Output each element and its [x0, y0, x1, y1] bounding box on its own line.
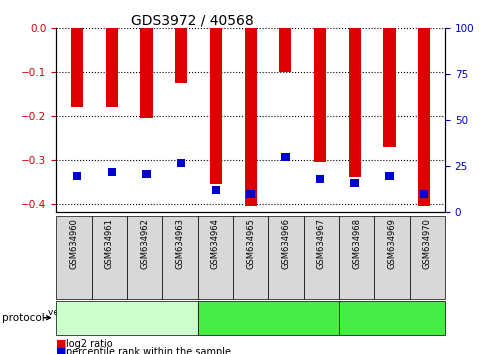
Text: GSM634964: GSM634964 [210, 218, 219, 269]
Text: ■: ■ [56, 347, 66, 354]
Bar [350, 179, 358, 187]
Bar [348, 28, 360, 177]
Text: GSM634970: GSM634970 [422, 218, 431, 269]
Text: log2 ratio: log2 ratio [66, 339, 112, 349]
Text: GSM634961: GSM634961 [104, 218, 114, 269]
Text: GSM634969: GSM634969 [386, 218, 396, 269]
Bar [315, 175, 324, 183]
Text: GSM634967: GSM634967 [316, 218, 325, 269]
Bar [142, 170, 150, 178]
Bar [279, 28, 291, 72]
Text: GSM634968: GSM634968 [351, 218, 361, 269]
Bar [383, 28, 395, 147]
Bar [211, 186, 220, 194]
Bar [244, 28, 256, 206]
Text: GSM634966: GSM634966 [281, 218, 290, 269]
Bar [71, 28, 83, 107]
Bar [313, 28, 325, 162]
Text: ventrolateral thalamus stimulation
(DBS): ventrolateral thalamus stimulation (DBS) [48, 308, 205, 327]
Text: sham operation: sham operation [232, 313, 303, 322]
Bar [177, 159, 185, 167]
Text: GSM634962: GSM634962 [140, 218, 149, 269]
Bar [73, 172, 81, 179]
Bar [246, 190, 254, 198]
Text: ■: ■ [56, 339, 66, 349]
Bar [105, 28, 118, 107]
Text: percentile rank within the sample: percentile rank within the sample [66, 347, 230, 354]
Text: GSM634965: GSM634965 [245, 218, 255, 269]
Text: naive: naive [379, 313, 404, 322]
Bar [107, 168, 116, 176]
Bar [419, 190, 427, 198]
Bar [385, 172, 393, 179]
Text: protocol: protocol [2, 313, 45, 323]
Bar [175, 28, 187, 83]
Text: GSM634963: GSM634963 [175, 218, 184, 269]
Bar [417, 28, 429, 206]
Bar [209, 28, 222, 184]
Bar [281, 153, 289, 161]
Text: GSM634960: GSM634960 [69, 218, 78, 269]
Title: GDS3972 / 40568: GDS3972 / 40568 [131, 13, 253, 27]
Bar [140, 28, 152, 118]
